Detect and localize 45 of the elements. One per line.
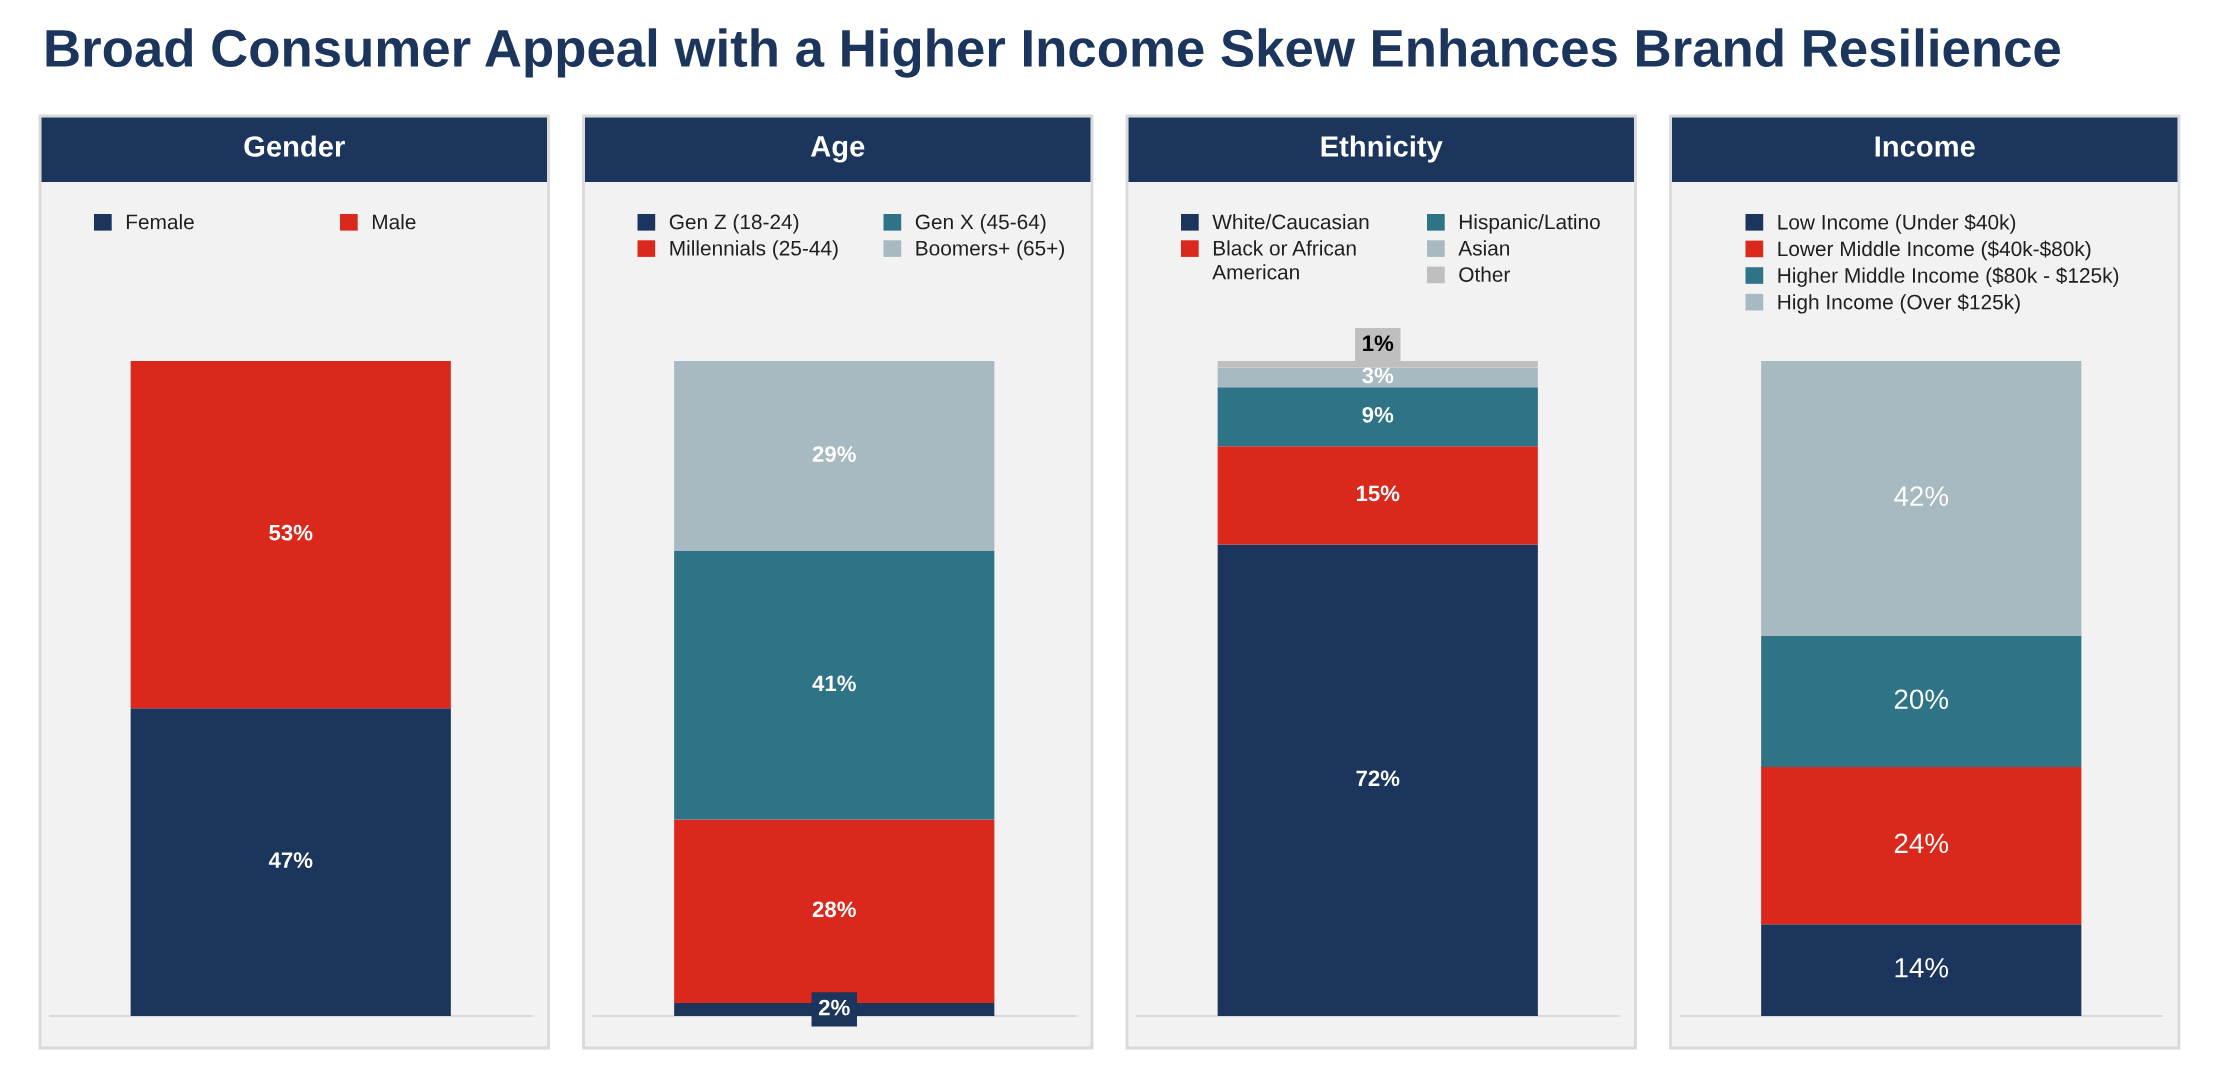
legend-label: Asian	[1458, 240, 1510, 256]
bar	[1761, 636, 2082, 768]
chart-title: Ethnicity	[1321, 135, 1443, 163]
bar	[674, 550, 995, 820]
legend-label: Hispanic/Latino	[1459, 214, 1600, 234]
data-label: 41%	[812, 675, 856, 692]
data-label: 1%	[1363, 335, 1394, 352]
data-label: 29%	[812, 446, 856, 462]
chart-title: Age	[810, 136, 865, 163]
data-label: 15%	[1356, 485, 1400, 502]
bar	[1217, 544, 1538, 1016]
data-label: 24%	[1894, 833, 1949, 854]
chart-title: Gender	[244, 135, 345, 157]
legend-label: Black or African American	[1212, 240, 1356, 280]
data-label: 3%	[1362, 367, 1394, 384]
data-label: 47%	[268, 852, 313, 868]
legend-label: Gen X (45-64)	[915, 214, 1046, 234]
data-label: 53%	[269, 524, 313, 541]
bar	[1761, 767, 2082, 925]
bar	[1761, 361, 2082, 637]
data-label: 42%	[1894, 486, 1949, 506]
bar	[674, 361, 995, 551]
legend-label: Other	[1459, 266, 1511, 282]
legend-label: High Income (Over $125k)	[1778, 293, 2020, 314]
data-label: 28%	[812, 901, 856, 918]
legend-label: Female	[126, 214, 194, 230]
chart-title: Income	[1875, 136, 1975, 157]
legend-label: Gen Z (18-24)	[669, 214, 799, 234]
text: Broad Consumer Appeal with a Higher Income Skew Enhances Brand Resilience	[46, 28, 2060, 78]
data-label: 2%	[818, 999, 850, 1016]
bar	[1217, 387, 1538, 447]
bar	[1217, 367, 1538, 388]
legend-label: Higher Middle Income ($80k - $125k)	[1778, 267, 2119, 287]
data-label: 14%	[1895, 958, 1949, 978]
legend-label: Boomers+ (65+)	[916, 240, 1064, 260]
legend-label: Lower Middle Income ($40k-$80k)	[1778, 240, 2091, 261]
legend-label: Millennials (25-44)	[670, 240, 838, 260]
data-label: 20%	[1894, 689, 1949, 710]
bar	[1217, 446, 1538, 545]
legend-label: Low Income (Under $40k)	[1778, 213, 2016, 234]
bar	[1761, 924, 2082, 1016]
data-label: 9%	[1362, 406, 1394, 423]
legend-label: Male	[372, 214, 416, 230]
data-label: 72%	[1356, 770, 1400, 787]
legend-label: White/Caucasian	[1212, 214, 1369, 230]
